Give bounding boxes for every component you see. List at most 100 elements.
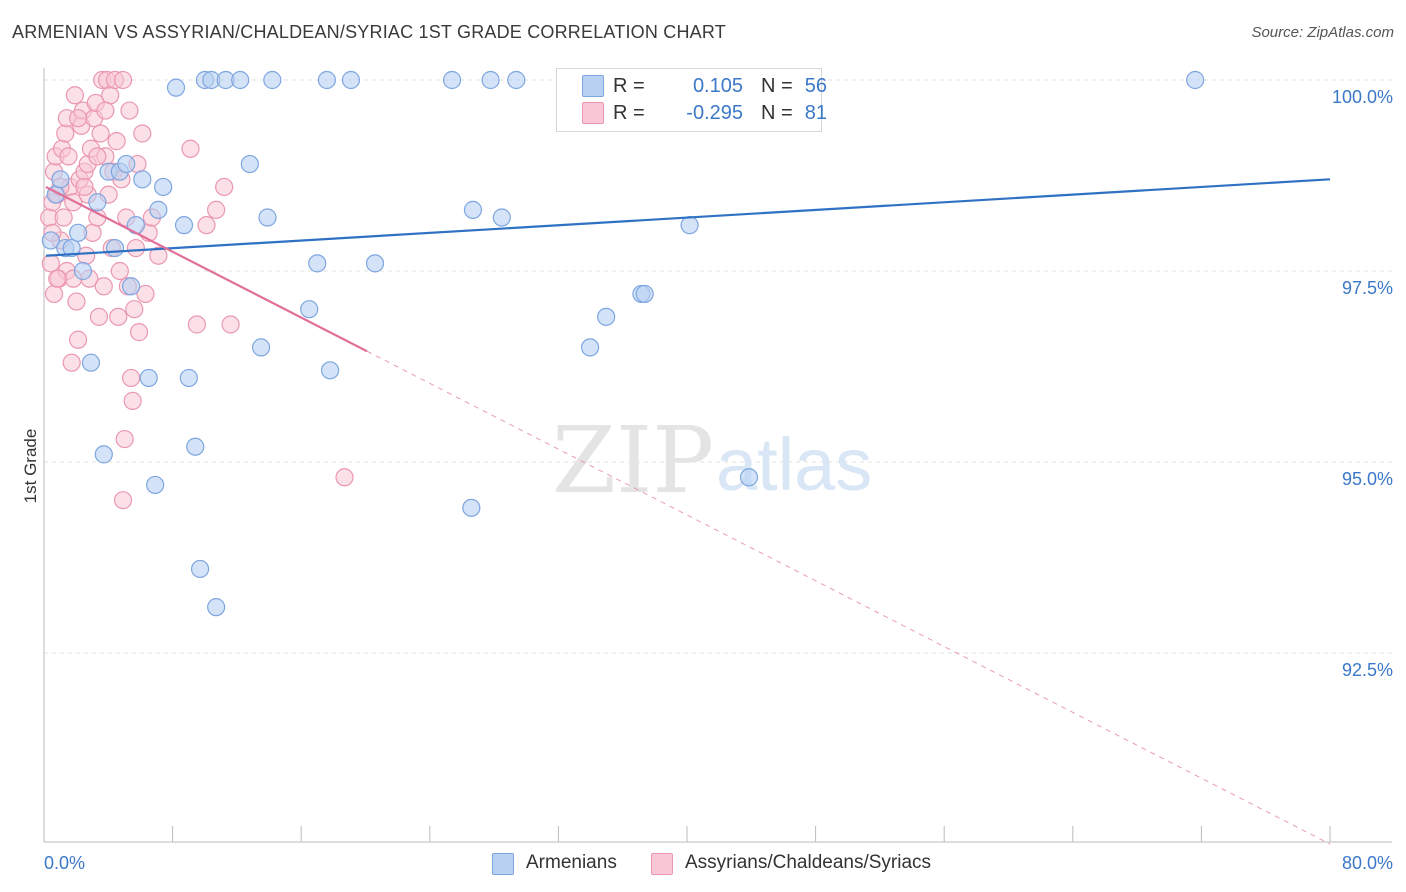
data-point-assyrians <box>91 124 110 143</box>
data-point-armenians <box>635 284 654 304</box>
data-point-assyrians <box>136 284 155 304</box>
data-point-armenians <box>207 598 226 617</box>
data-point-assyrians <box>215 177 234 197</box>
legend-r-label: R = <box>613 74 645 97</box>
data-point-armenians <box>442 70 462 90</box>
data-point-armenians <box>146 475 165 495</box>
data-point-armenians <box>258 208 277 227</box>
data-point-armenians <box>481 70 500 90</box>
data-point-armenians <box>94 445 113 464</box>
bottom-legend-label: Assyrians/Chaldeans/Syriacs <box>685 852 932 873</box>
data-point-assyrians <box>121 368 141 388</box>
data-point-assyrians <box>88 147 107 166</box>
data-point-armenians <box>186 437 205 456</box>
data-point-assyrians <box>115 429 134 449</box>
legend-n-label: N = <box>761 101 793 124</box>
chart-title: ARMENIAN VS ASSYRIAN/CHALDEAN/SYRIAC 1ST… <box>12 22 726 42</box>
y-tick-label: 92.5% <box>1342 660 1393 680</box>
data-point-assyrians <box>62 353 81 372</box>
data-point-armenians <box>317 70 336 90</box>
data-point-armenians <box>597 307 616 326</box>
y-tick-label: 97.5% <box>1342 278 1393 298</box>
data-point-armenians <box>240 154 259 174</box>
data-point-armenians <box>68 223 88 242</box>
data-point-armenians <box>179 368 198 388</box>
data-point-armenians <box>1186 70 1205 90</box>
data-point-assyrians <box>133 124 152 143</box>
data-point-armenians <box>121 277 141 296</box>
tick-labels: 92.5% 95.0% 97.5% 100.0% 0.0% 80.0% <box>44 87 1393 873</box>
data-point-assyrians <box>75 177 94 197</box>
stats-legend: R = 0.105 N = 56 R = -0.295 N = 81 <box>556 68 827 132</box>
data-point-assyrians <box>101 86 120 105</box>
data-point-armenians <box>190 559 210 579</box>
data-point-armenians <box>88 193 107 212</box>
data-point-armenians <box>308 254 327 273</box>
data-point-armenians <box>365 254 385 273</box>
data-point-assyrians <box>335 468 354 487</box>
legend-swatch-blue <box>582 75 604 97</box>
data-point-assyrians <box>41 254 60 273</box>
data-point-armenians <box>174 216 194 235</box>
watermark: ZIP atlas <box>552 407 872 514</box>
x-tick-label: 80.0% <box>1342 853 1393 873</box>
data-point-assyrians <box>56 124 75 143</box>
data-point-assyrians <box>54 208 73 227</box>
data-point-armenians <box>739 468 759 487</box>
data-point-assyrians <box>120 101 139 120</box>
data-point-armenians <box>507 70 526 90</box>
bottom-legend-swatch-pink <box>651 853 673 875</box>
data-point-assyrians <box>123 391 142 410</box>
data-point-assyrians <box>125 300 144 319</box>
data-point-assyrians <box>48 269 67 288</box>
data-point-armenians <box>463 200 483 219</box>
series-assyrians-points <box>40 70 354 510</box>
watermark-zip: ZIP <box>552 407 714 514</box>
axes <box>43 68 1392 843</box>
data-point-armenians <box>117 154 136 174</box>
data-point-assyrians <box>110 261 129 281</box>
data-point-armenians <box>139 368 158 388</box>
data-point-armenians <box>300 300 319 319</box>
legend-n-label: N = <box>761 74 793 97</box>
data-point-armenians <box>251 338 271 357</box>
series-armenians-points <box>41 70 1205 617</box>
data-point-armenians <box>166 78 186 97</box>
data-point-assyrians <box>129 323 149 342</box>
legend-r-label: R = <box>613 101 645 124</box>
data-point-armenians <box>41 231 60 250</box>
data-point-armenians <box>492 208 511 227</box>
data-point-assyrians <box>109 307 128 326</box>
data-point-armenians <box>341 70 361 90</box>
data-point-assyrians <box>68 330 88 349</box>
y-tick-label: 95.0% <box>1342 469 1393 489</box>
data-point-armenians <box>81 353 101 372</box>
bottom-legend-label: Armenians <box>526 852 617 873</box>
data-point-assyrians <box>68 109 88 128</box>
legend-swatch-pink <box>582 102 604 124</box>
data-point-assyrians <box>113 491 133 510</box>
trend-line-assyrians <box>45 185 368 353</box>
data-point-assyrians <box>65 86 84 105</box>
data-point-armenians <box>154 177 173 197</box>
data-point-armenians <box>105 238 125 258</box>
data-point-armenians <box>680 216 699 235</box>
x-tick-label: 0.0% <box>44 853 85 873</box>
data-point-assyrians <box>207 200 226 219</box>
data-point-armenians <box>133 170 152 189</box>
data-point-armenians <box>263 70 282 90</box>
legend-n-value: 81 <box>804 101 827 124</box>
data-point-assyrians <box>107 132 126 151</box>
data-point-assyrians <box>181 139 200 158</box>
y-axis-label: 1st Grade <box>21 429 40 504</box>
trend-line-assyrians-extrapolated <box>366 350 1331 845</box>
data-point-assyrians <box>113 70 133 90</box>
trend-line-armenians <box>45 178 1331 257</box>
data-point-assyrians <box>149 246 168 265</box>
legend-n-value: 56 <box>804 74 827 97</box>
legend-r-value: -0.295 <box>686 101 743 124</box>
data-point-armenians <box>580 338 600 357</box>
data-point-assyrians <box>67 292 86 311</box>
data-point-assyrians <box>94 277 113 296</box>
source-label: Source: ZipAtlas.com <box>1251 24 1394 41</box>
